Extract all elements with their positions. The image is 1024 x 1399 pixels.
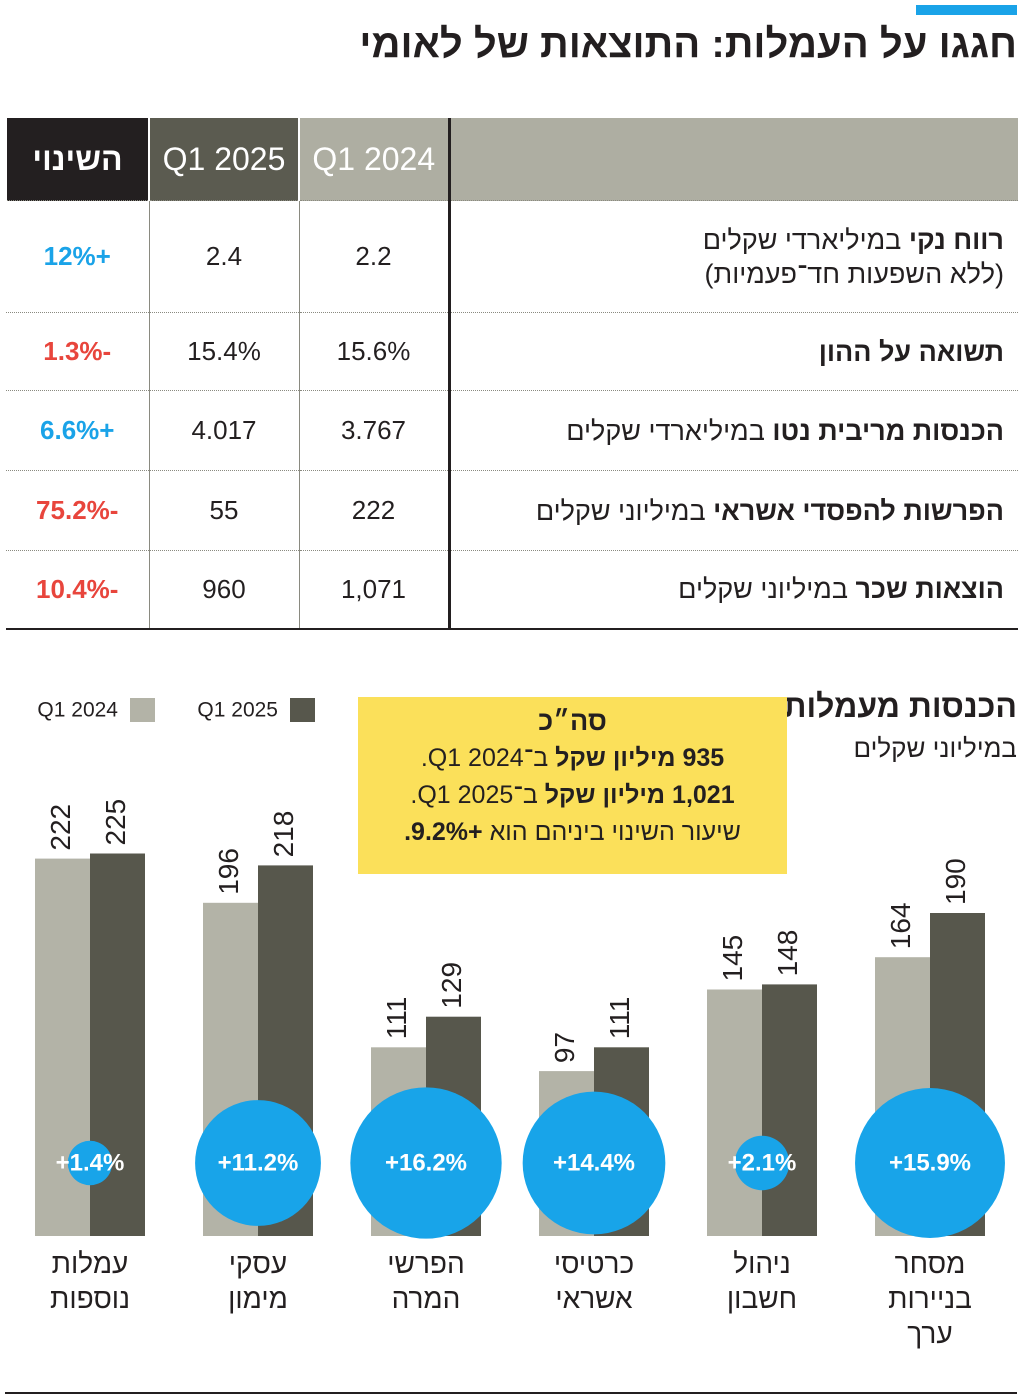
category-label: הפרשי המרה: [387, 1248, 465, 1314]
note-text: שיעור השינוי ביניהם הוא: [489, 818, 741, 846]
change-bubble: [734, 1135, 790, 1191]
category-label: עמלות נוספות: [50, 1248, 130, 1314]
legend-label: Q1 2025: [197, 699, 278, 722]
table-row: הכנסות מריבית נטו במיליארדי שקלים 3.767 4.…: [6, 390, 1018, 471]
row-label: הפרשות להפסדי אשראי במיליוני שקלים: [447, 470, 1018, 551]
bottom-rule: [5, 1392, 1017, 1394]
category-label: מסחר בניירות ערך: [888, 1248, 972, 1349]
table-row: תשואה על ההון 15.6% 15.4% -1.3%: [6, 312, 1018, 391]
note-text: ב־Q1 2025.: [410, 781, 538, 809]
row-label: תשואה על ההון: [447, 312, 1018, 391]
table-row: רווח נקי במיליארדי שקלים (ללא השפעות חד־פ…: [6, 200, 1018, 313]
value-cell: 3.767: [298, 390, 449, 471]
change-bubble: [67, 1140, 113, 1186]
value-cell: 1,071: [298, 550, 449, 629]
value-cell: 2.2: [298, 200, 449, 313]
note-title: סה״כ: [538, 706, 607, 736]
change-cell: +12%: [6, 200, 149, 313]
value-label: 111: [381, 997, 412, 1040]
label-bold: הוצאות שכר: [855, 574, 1004, 605]
change-label: +1.4%: [56, 1149, 125, 1176]
value-label: 222: [45, 804, 76, 851]
label-note: (ללא השפעות חד־פעמיות): [704, 258, 1004, 289]
bar: [707, 989, 762, 1236]
category-label: ניהול חשבון: [726, 1248, 798, 1314]
note-line: 1,021 מיליון שקל ב־Q1 2025.: [358, 777, 787, 814]
header-cell: Q1 2024: [298, 118, 449, 201]
category-label: כרטיסי אשראי: [553, 1248, 635, 1314]
label-bold: תשואה על ההון: [818, 336, 1004, 367]
results-table: Q1 2024 Q1 2025 השינוי רווח נקי במיליארד…: [5, 118, 1018, 630]
change-label: +15.9%: [889, 1149, 971, 1176]
value-cell: 2.4: [148, 200, 299, 313]
change-cell: +6.6%: [6, 390, 149, 471]
value-label: 225: [100, 799, 131, 846]
change-bubble: [855, 1088, 1005, 1238]
legend-swatch: [130, 698, 155, 722]
note-line: שיעור השינוי ביניהם הוא +9.2%.: [358, 814, 787, 851]
table-row: הוצאות שכר במיליוני שקלים 1,071 960 -10.4%: [6, 550, 1018, 629]
header-cell: Q1 2025: [148, 118, 299, 201]
value-label: 145: [717, 935, 748, 982]
header-cell: השינוי: [5, 118, 149, 201]
header-cell: [447, 118, 1018, 201]
value-cell: 15.4%: [148, 312, 299, 391]
change-bubble: [195, 1100, 321, 1226]
accent-bar: [916, 5, 1017, 15]
label-rest: במיליוני שקלים: [678, 574, 848, 605]
change-cell: -10.4%: [6, 550, 149, 629]
value-cell: 960: [148, 550, 299, 629]
table-row: הפרשות להפסדי אשראי במיליוני שקלים 222 55-…: [6, 470, 1018, 551]
note-line: 935 מיליון שקל ב־Q1 2024.: [358, 740, 787, 777]
table-body: רווח נקי במיליארדי שקלים (ללא השפעות חד־פ…: [6, 200, 1018, 629]
label-bold: הפרשות להפסדי אשראי: [713, 495, 1004, 526]
value-cell: 55: [148, 470, 299, 551]
value-label: 111: [604, 997, 635, 1040]
label-rest: במיליוני שקלים: [535, 495, 706, 526]
value-label: 97: [549, 1032, 580, 1063]
change-label: +14.4%: [553, 1149, 635, 1176]
page-title: חגגו על העמלות: התוצאות של לאומי: [359, 22, 1017, 66]
value-label: 164: [885, 902, 916, 949]
chart-title: הכנסות מעמלות: [783, 688, 1017, 724]
value-label: 218: [268, 811, 299, 858]
category-label: עסקי מימון: [228, 1248, 288, 1314]
change-cell: -75.2%: [6, 470, 149, 551]
value-label: 190: [940, 858, 971, 905]
change-bubble: [350, 1087, 502, 1239]
change-cell: -1.3%: [6, 312, 149, 391]
note-text: 935 מיליון שקל: [555, 744, 725, 772]
change-label: +11.2%: [218, 1149, 299, 1176]
change-label: +2.1%: [728, 1149, 797, 1176]
table-header: Q1 2024 Q1 2025 השינוי: [5, 118, 1018, 201]
value-label: 148: [772, 930, 803, 977]
note-text: ב־Q1 2024.: [420, 744, 549, 772]
note-text: 1,021 מיליון שקל: [544, 781, 735, 809]
legend-label: Q1 2024: [37, 699, 118, 722]
label-rest: במיליארדי שקלים: [702, 224, 902, 255]
row-label: הוצאות שכר במיליוני שקלים: [447, 550, 1018, 629]
value-label: 129: [436, 962, 467, 1009]
value-cell: 4.017: [148, 390, 299, 471]
label-rest: במיליארדי שקלים: [566, 415, 765, 446]
row-label: רווח נקי במיליארדי שקלים (ללא השפעות חד־פ…: [447, 200, 1018, 313]
row-label: הכנסות מריבית נטו במיליארדי שקלים: [447, 390, 1018, 471]
note-box: סה״כ 935 מיליון שקל ב־Q1 2024. 1,021 מיל…: [358, 697, 787, 874]
legend-swatch: [290, 698, 315, 722]
bar: [762, 984, 817, 1236]
note-text: +9.2%.: [404, 818, 483, 846]
change-label: +16.2%: [385, 1149, 467, 1176]
value-label: 196: [213, 848, 244, 895]
label-bold: רווח נקי: [908, 224, 1004, 255]
chart-subtitle: במיליוני שקלים: [853, 733, 1017, 763]
value-cell: 15.6%: [298, 312, 449, 391]
change-bubble: [522, 1091, 666, 1235]
label-bold: הכנסות מריבית נטו: [772, 415, 1004, 446]
value-cell: 222: [298, 470, 449, 551]
